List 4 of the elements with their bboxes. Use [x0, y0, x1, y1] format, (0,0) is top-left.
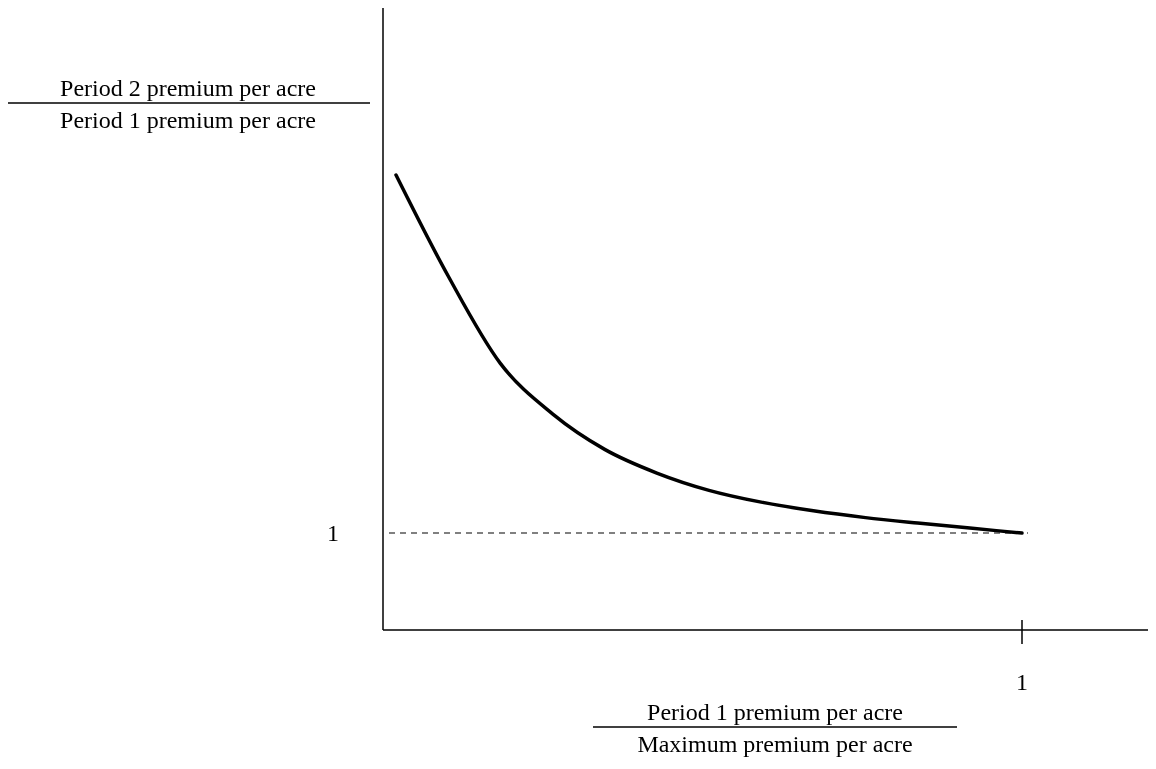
text: 1 — [1016, 669, 1028, 695]
text: 1 — [327, 520, 339, 547]
y-axis-title: Period 2 premium per acre Period 1 premium per acre — [60, 75, 316, 133]
x-axis-title: Period 1 premium per acre Maximum premium per acre — [637, 699, 913, 757]
